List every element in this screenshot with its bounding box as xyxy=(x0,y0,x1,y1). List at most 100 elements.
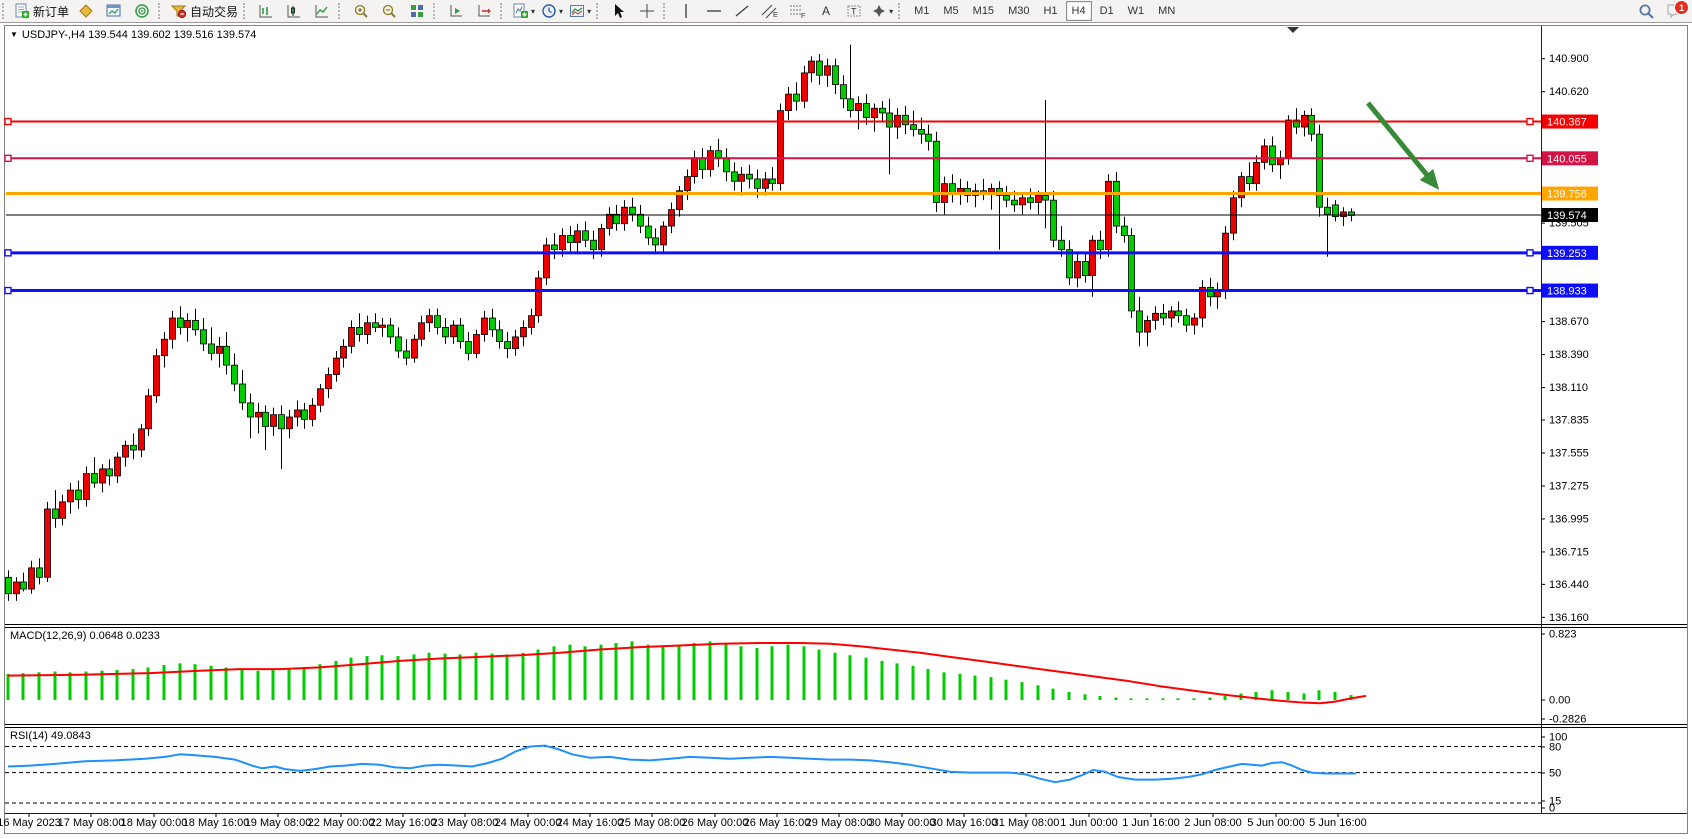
trendline-tool-button[interactable] xyxy=(728,0,756,22)
toolbar-grip[interactable] xyxy=(500,3,507,19)
chart-shift-button[interactable] xyxy=(470,0,498,22)
hline-handle[interactable] xyxy=(1526,286,1534,295)
bar-chart-mode-button[interactable] xyxy=(252,0,280,22)
auto-scroll-button[interactable] xyxy=(442,0,470,22)
svg-text:A: A xyxy=(822,4,830,18)
candlestick-mode-button[interactable] xyxy=(280,0,308,22)
tile-windows-button[interactable] xyxy=(403,0,431,22)
svg-text:18 May 16:00: 18 May 16:00 xyxy=(183,817,250,829)
text-label-tool-button[interactable]: T xyxy=(840,0,868,22)
toolbar-grip[interactable] xyxy=(2,3,9,19)
svg-text:29 May 08:00: 29 May 08:00 xyxy=(806,817,873,829)
indicators-icon xyxy=(512,3,529,19)
toolbar-grip[interactable] xyxy=(243,3,250,19)
hline-handle[interactable] xyxy=(4,154,12,163)
symbol-dropdown-icon[interactable]: ▼ xyxy=(10,30,18,39)
zoom-in-button[interactable] xyxy=(347,0,375,22)
hline-handle[interactable] xyxy=(1526,249,1534,257)
tab-timeframe-m5[interactable]: M5 xyxy=(943,5,959,17)
search-button[interactable] xyxy=(1632,0,1660,22)
svg-text:138.110: 138.110 xyxy=(1549,382,1588,394)
toolbar-grip[interactable] xyxy=(898,3,905,19)
text-icon: A xyxy=(819,3,833,19)
svg-text:T: T xyxy=(851,7,857,17)
market-watch-button[interactable] xyxy=(72,0,100,22)
tab-timeframe-m1[interactable]: M1 xyxy=(914,5,930,17)
svg-text:80: 80 xyxy=(1549,742,1561,754)
tab-timeframe-d1[interactable]: D1 xyxy=(1099,5,1114,17)
chart-shift-marker[interactable] xyxy=(1287,27,1299,33)
svg-text:18 May 00:00: 18 May 00:00 xyxy=(121,817,188,829)
svg-text:23 May 08:00: 23 May 08:00 xyxy=(432,817,499,829)
periods-button[interactable]: ▾ xyxy=(538,0,566,22)
crosshair-icon xyxy=(639,3,655,19)
hline-handle[interactable] xyxy=(1526,154,1534,163)
text-tool-button[interactable]: A xyxy=(812,0,840,22)
hline-handle[interactable] xyxy=(4,117,12,126)
signals-button[interactable] xyxy=(128,0,156,22)
hline-handle[interactable] xyxy=(4,286,12,295)
new-order-button[interactable]: 新订单 xyxy=(11,0,72,22)
vertical-line-tool-button[interactable] xyxy=(672,0,700,22)
svg-text:138.670: 138.670 xyxy=(1549,316,1589,328)
timeframe-group: M1 M5 M15 M30 H1 H4 D1 W1 MN xyxy=(907,1,1182,21)
horizontal-line-tool-button[interactable] xyxy=(700,0,728,22)
svg-text:F: F xyxy=(801,13,805,19)
zoom-out-button[interactable] xyxy=(375,0,403,22)
crosshair-tool-button[interactable] xyxy=(633,0,661,22)
svg-text:30 May 00:00: 30 May 00:00 xyxy=(869,817,936,829)
arrows-tool-button[interactable]: ▾ xyxy=(868,0,896,22)
vertical-line-icon xyxy=(680,3,692,19)
auto-trading-button[interactable]: 自动交易 xyxy=(167,0,241,22)
tab-timeframe-m30[interactable]: M30 xyxy=(1008,5,1030,17)
tab-timeframe-h4[interactable]: H4 xyxy=(1065,1,1092,21)
svg-text:E: E xyxy=(773,12,778,19)
tile-windows-icon xyxy=(409,3,425,19)
cursor-icon xyxy=(612,3,626,19)
svg-text:1 Jun 00:00: 1 Jun 00:00 xyxy=(1060,817,1118,829)
bar-chart-icon xyxy=(258,3,274,19)
auto-scroll-icon xyxy=(448,3,464,19)
tab-timeframe-m15[interactable]: M15 xyxy=(972,5,995,17)
svg-text:139.756: 139.756 xyxy=(1547,189,1587,201)
svg-text:138.933: 138.933 xyxy=(1547,286,1587,298)
chart-frame xyxy=(4,25,1688,834)
new-order-label: 新订单 xyxy=(33,4,70,19)
svg-text:2 Jun 08:00: 2 Jun 08:00 xyxy=(1184,817,1242,829)
toolbar-grip[interactable] xyxy=(663,3,670,19)
svg-text:0.823: 0.823 xyxy=(1549,629,1577,641)
svg-text:140.900: 140.900 xyxy=(1549,53,1589,65)
candlesticks xyxy=(5,44,1355,601)
channel-tool-button[interactable]: E xyxy=(756,0,784,22)
svg-text:136.440: 136.440 xyxy=(1549,579,1589,591)
auto-trading-icon xyxy=(170,3,187,19)
rsi-indicator-label: RSI(14) 49.0843 xyxy=(10,730,91,742)
line-chart-mode-button[interactable] xyxy=(308,0,336,22)
cursor-tool-button[interactable] xyxy=(605,0,633,22)
svg-text:138.390: 138.390 xyxy=(1549,349,1589,361)
chart-window-button[interactable] xyxy=(100,0,128,22)
horizontal-line-objects[interactable]: 140.367 140.055 139.756 139.574 139.253 138.9… xyxy=(4,114,1598,298)
hline-handle[interactable] xyxy=(1526,117,1534,126)
tab-timeframe-mn[interactable]: MN xyxy=(1158,5,1176,17)
template-icon xyxy=(569,3,585,19)
toolbar-grip[interactable] xyxy=(433,3,440,19)
svg-text:26 May 16:00: 26 May 16:00 xyxy=(744,817,811,829)
indicators-button[interactable]: ▾ xyxy=(509,0,538,22)
trend-arrow-annotation[interactable] xyxy=(1366,101,1440,190)
chart-canvas[interactable]: 140.900140.620139.505138.670138.390138.1… xyxy=(0,23,1692,839)
toolbar-grip[interactable] xyxy=(158,3,165,19)
svg-text:137.555: 137.555 xyxy=(1549,447,1589,459)
toolbar-grip[interactable] xyxy=(338,3,345,19)
notifications-button[interactable]: 1 xyxy=(1660,0,1689,22)
tab-timeframe-h1[interactable]: H1 xyxy=(1043,5,1058,17)
tab-timeframe-w1[interactable]: W1 xyxy=(1127,5,1145,17)
svg-text:5 Jun 16:00: 5 Jun 16:00 xyxy=(1309,817,1367,829)
price-badge xyxy=(1542,208,1598,222)
templates-button[interactable]: ▾ xyxy=(566,0,594,22)
toolbar-grip[interactable] xyxy=(596,3,603,19)
svg-text:-0.2826: -0.2826 xyxy=(1549,714,1586,726)
hline-handle[interactable] xyxy=(4,249,12,257)
fibonacci-tool-button[interactable]: F xyxy=(784,0,812,22)
candlestick-icon xyxy=(286,3,302,19)
